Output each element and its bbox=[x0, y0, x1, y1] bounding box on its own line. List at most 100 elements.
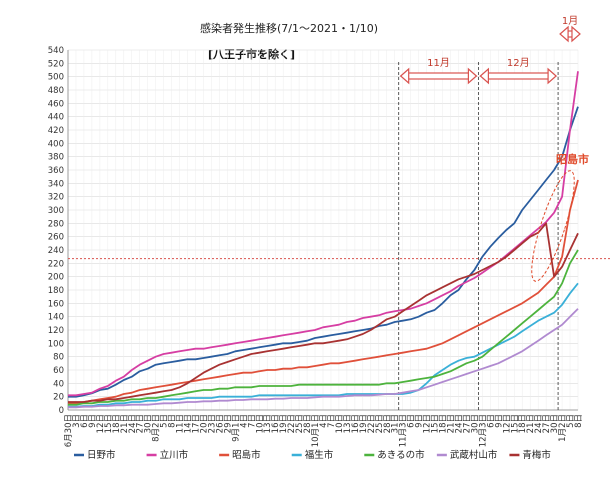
legend-item: 昭島市 bbox=[219, 449, 261, 461]
series-line bbox=[68, 106, 579, 398]
x-tick-label: 13日 bbox=[263, 414, 273, 433]
series-line bbox=[68, 179, 579, 405]
x-tick-label: 3日 bbox=[72, 414, 82, 428]
x-tick-label: 8日 bbox=[168, 414, 178, 428]
x-tick-label: 28日 bbox=[383, 414, 393, 433]
x-tick-label: 19日 bbox=[279, 414, 289, 433]
y-tick-label: 220 bbox=[48, 259, 64, 269]
series-line bbox=[68, 222, 579, 403]
y-tick-label: 440 bbox=[48, 113, 64, 123]
x-tick-label: 15日 bbox=[104, 414, 114, 433]
y-tick-label: 120 bbox=[48, 326, 64, 336]
month-marker: 12月 bbox=[479, 57, 557, 85]
x-tick-label: 24日 bbox=[534, 414, 544, 433]
y-tick-label: 540 bbox=[48, 46, 64, 56]
x-tick-label: 10日 bbox=[255, 414, 265, 433]
y-tick-label: 240 bbox=[48, 246, 64, 256]
x-tick-label: 28日 bbox=[303, 414, 313, 433]
x-tick-label: 6月30日 bbox=[64, 414, 74, 447]
legend-label: 立川市 bbox=[160, 449, 189, 461]
y-tick-label: 500 bbox=[48, 73, 64, 83]
x-tick-label: 17日 bbox=[192, 414, 202, 433]
x-tick-label: 4日 bbox=[319, 414, 329, 428]
x-tick-label: 16日 bbox=[351, 414, 361, 433]
x-tick-label: 6日 bbox=[486, 414, 496, 428]
series-line bbox=[68, 249, 579, 406]
x-tick-label: 6日 bbox=[80, 414, 90, 428]
legend-item: あきるの市 bbox=[364, 449, 425, 461]
month-marker: 11月 bbox=[399, 57, 478, 85]
month-label: 1月 bbox=[562, 15, 578, 27]
y-tick-label: 20 bbox=[53, 393, 64, 403]
y-tick-label: 80 bbox=[53, 353, 64, 363]
x-tick-label: 21日 bbox=[120, 414, 130, 433]
x-tick-label: 9日 bbox=[494, 414, 504, 428]
y-tick-label: 260 bbox=[48, 233, 64, 243]
x-tick-label: 25日 bbox=[295, 414, 305, 433]
annotation-layer: 昭島市 bbox=[531, 152, 589, 282]
x-tick-label: 14日 bbox=[184, 414, 194, 433]
month-marker-layer: 11月 12月 1月 bbox=[68, 15, 610, 410]
annotation-ellipse bbox=[531, 170, 575, 282]
x-tick-label: 15日 bbox=[431, 414, 441, 433]
annotation-label: 昭島市 bbox=[556, 152, 589, 166]
x-tick-label: 8日 bbox=[574, 414, 584, 428]
series-layer bbox=[68, 71, 579, 409]
y-tick-label: 0 bbox=[59, 406, 64, 416]
y-tick-label: 160 bbox=[48, 299, 64, 309]
x-tick-label: 30日 bbox=[470, 414, 480, 433]
y-tick-label: 460 bbox=[48, 99, 64, 109]
legend-label: あきるの市 bbox=[377, 449, 425, 461]
x-tick-label: 20日 bbox=[199, 414, 209, 433]
x-tick-label: 11月3日 bbox=[399, 414, 409, 447]
axis-layer: 0 20 40 60 80 100 120 140 160 180 200 220 240 260 280 3… bbox=[48, 46, 584, 447]
legend-label: 青梅市 bbox=[522, 449, 551, 461]
x-tick-label: 5日 bbox=[160, 414, 170, 428]
x-tick-label: 12日 bbox=[502, 414, 512, 433]
legend-item: 青梅市 bbox=[509, 449, 551, 461]
x-tick-label: 7日 bbox=[327, 414, 337, 428]
x-tick-label: 12日 bbox=[423, 414, 433, 433]
legend-label: 日野市 bbox=[87, 449, 116, 461]
x-tick-label: 18日 bbox=[112, 414, 122, 433]
month-label: 11月 bbox=[427, 57, 450, 69]
x-tick-label: 30日 bbox=[550, 414, 560, 433]
y-tick-label: 520 bbox=[48, 59, 64, 69]
x-tick-label: 5日 bbox=[566, 414, 576, 428]
legend-label: 武蔵村山市 bbox=[450, 449, 498, 461]
y-tick-label: 40 bbox=[53, 379, 64, 389]
x-tick-label: 29日 bbox=[223, 414, 233, 433]
y-tick-label: 380 bbox=[48, 153, 64, 163]
x-tick-label: 12日 bbox=[96, 414, 106, 433]
x-tick-label: 7日 bbox=[247, 414, 257, 428]
x-tick-label: 24日 bbox=[128, 414, 138, 433]
month-marker: 1月 bbox=[559, 15, 581, 43]
legend-label: 昭島市 bbox=[232, 449, 261, 461]
x-tick-label: 13日 bbox=[343, 414, 353, 433]
y-tick-label: 100 bbox=[48, 339, 64, 349]
x-tick-label: 8月2日 bbox=[152, 414, 162, 442]
x-tick-label: 10月1日 bbox=[311, 414, 321, 447]
x-tick-label: 15日 bbox=[510, 414, 520, 433]
series-line bbox=[68, 308, 579, 409]
x-tick-label: 18日 bbox=[518, 414, 528, 433]
y-tick-label: 340 bbox=[48, 179, 64, 189]
x-tick-label: 4日 bbox=[239, 414, 249, 428]
x-tick-label: 9月1日 bbox=[231, 414, 241, 442]
x-tick-label: 23日 bbox=[207, 414, 217, 433]
x-tick-label: 22日 bbox=[367, 414, 377, 433]
y-tick-label: 280 bbox=[48, 219, 64, 229]
y-tick-label: 480 bbox=[48, 86, 64, 96]
y-tick-label: 200 bbox=[48, 273, 64, 283]
chart-title: 感染者発生推移(7/1～2021・1/10) bbox=[200, 21, 378, 35]
x-tick-label: 6日 bbox=[407, 414, 417, 428]
x-tick-label: 27日 bbox=[136, 414, 146, 433]
month-label: 12月 bbox=[507, 57, 530, 69]
y-tick-label: 400 bbox=[48, 139, 64, 149]
x-tick-label: 18日 bbox=[439, 414, 449, 433]
x-tick-label: 1月2日 bbox=[558, 414, 568, 442]
x-tick-label: 21日 bbox=[447, 414, 457, 433]
x-tick-label: 27日 bbox=[462, 414, 472, 433]
y-tick-label: 180 bbox=[48, 286, 64, 296]
y-tick-label: 360 bbox=[48, 166, 64, 176]
